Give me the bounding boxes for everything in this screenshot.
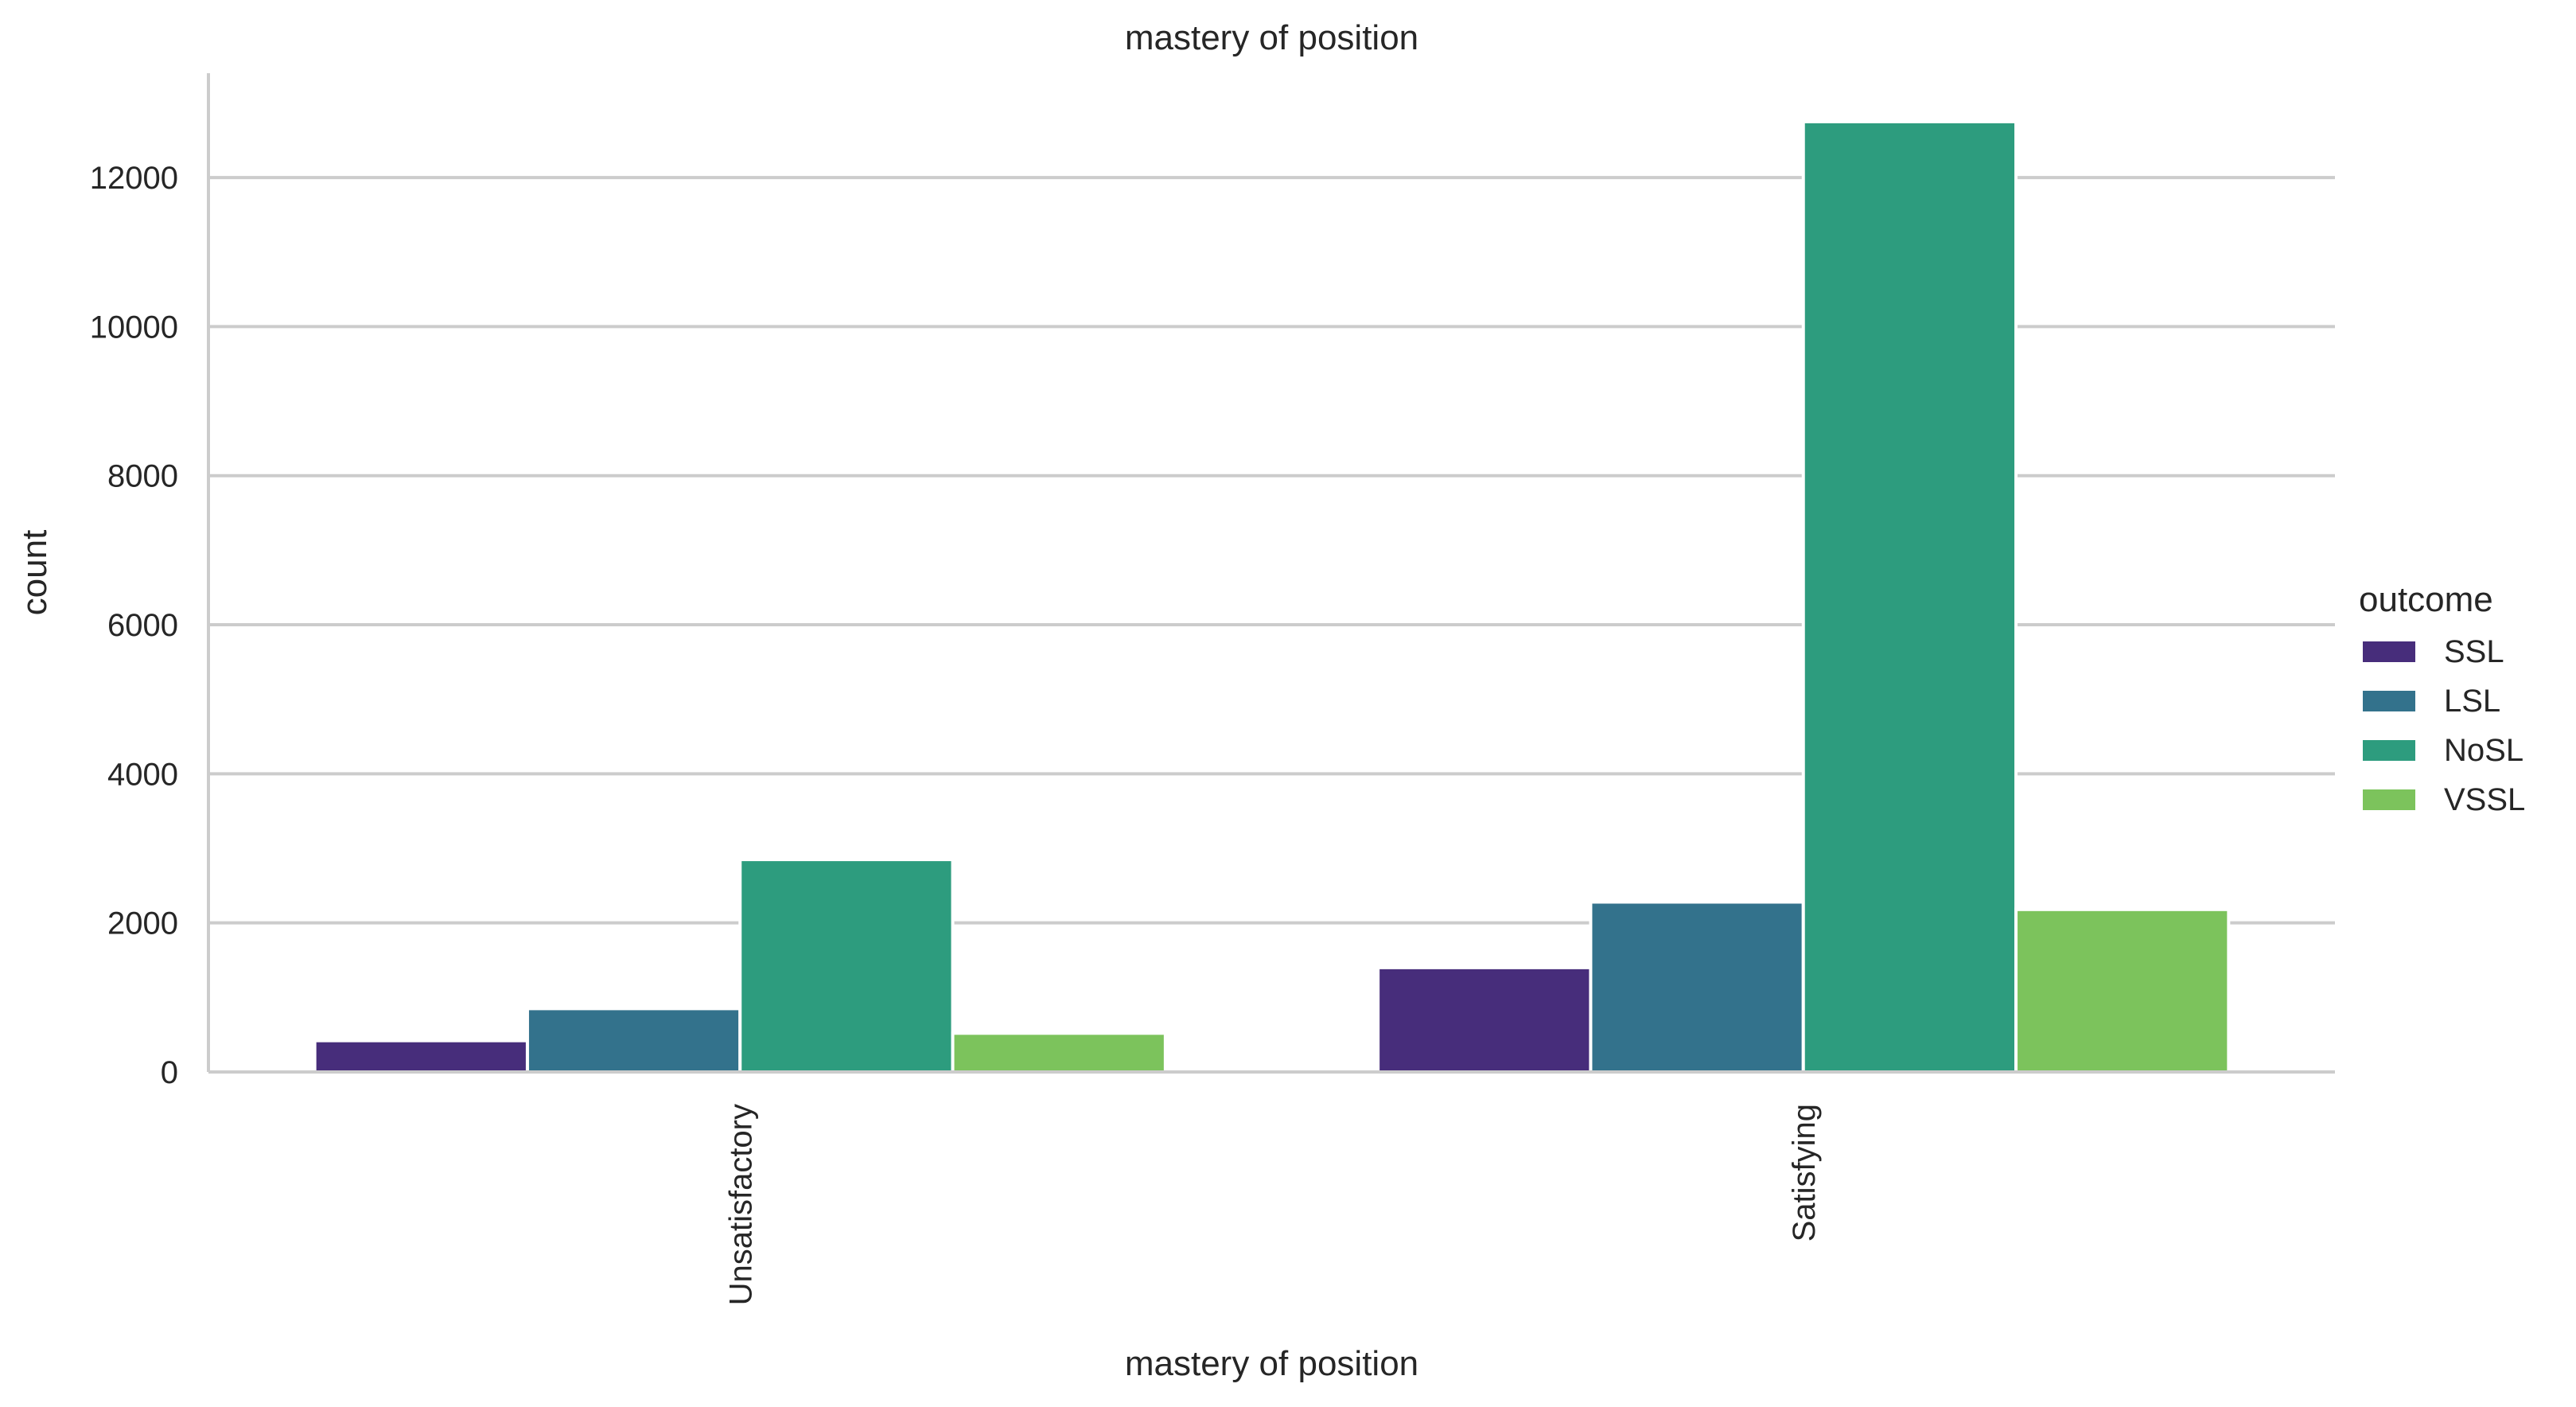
y-tick-label: 6000 — [107, 608, 178, 643]
bar-nosl-satisfying — [1801, 119, 2018, 1074]
legend-swatch-ssl — [2363, 641, 2415, 662]
bars — [313, 119, 2231, 1074]
legend-label-vssl: VSSL — [2444, 782, 2525, 817]
y-tick-label: 10000 — [90, 310, 178, 345]
y-tick-labels: 0 2000 4000 6000 8000 10000 12000 — [90, 161, 178, 1090]
bar-nosl-unsatisfactory — [738, 858, 955, 1074]
y-tick-label: 4000 — [107, 757, 178, 792]
legend-title: outcome — [2359, 580, 2493, 619]
y-tick-label: 12000 — [90, 161, 178, 196]
axes — [207, 73, 2335, 1074]
x-tick-labels: Unsatisfactory Satisfying — [723, 1104, 1822, 1305]
legend: outcome SSL LSL NoSL VSSL — [2359, 580, 2525, 817]
legend-label-nosl: NoSL — [2444, 733, 2523, 768]
bar-vssl-satisfying — [2014, 907, 2231, 1074]
legend-swatch-nosl — [2363, 740, 2415, 761]
bar-ssl-satisfying — [1376, 965, 1593, 1074]
bar-vssl-unsatisfactory — [951, 1031, 1167, 1074]
x-axis-label: mastery of position — [1125, 1344, 1418, 1383]
x-tick-label: Satisfying — [1787, 1104, 1822, 1241]
legend-label-ssl: SSL — [2444, 634, 2504, 669]
legend-swatch-vssl — [2363, 789, 2415, 810]
bar-ssl-unsatisfactory — [313, 1039, 529, 1074]
legend-label-lsl: LSL — [2444, 684, 2500, 719]
legend-swatch-lsl — [2363, 691, 2415, 711]
bar-lsl-unsatisfactory — [525, 1007, 742, 1074]
y-tick-label: 8000 — [107, 459, 178, 494]
y-tick-label: 0 — [161, 1055, 178, 1090]
x-tick-label: Unsatisfactory — [723, 1104, 758, 1305]
chart-title: mastery of position — [1125, 18, 1418, 57]
y-tick-label: 2000 — [107, 906, 178, 941]
bar-lsl-satisfying — [1589, 900, 1805, 1074]
y-axis-label: count — [15, 530, 54, 616]
